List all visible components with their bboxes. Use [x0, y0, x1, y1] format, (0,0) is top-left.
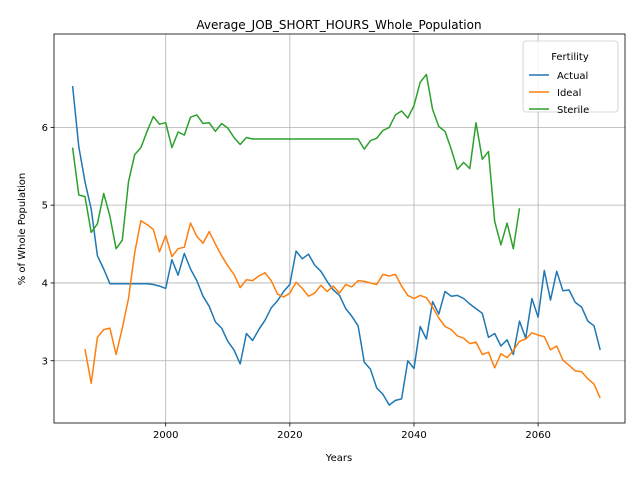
legend-label-actual: Actual	[557, 71, 588, 82]
x-tick-label: 2040	[401, 430, 426, 441]
series-line-sterile	[71, 73, 521, 250]
y-tick-label: 5	[42, 201, 48, 212]
series-layer	[71, 73, 601, 406]
x-tick-label: 2020	[277, 430, 302, 441]
y-tick-label: 6	[42, 123, 48, 134]
chart-title: Average_JOB_SHORT_HOURS_Whole_Population	[196, 18, 481, 32]
legend-title: Fertility	[551, 52, 589, 63]
y-tick-label: 4	[42, 278, 48, 289]
legend-label-ideal: Ideal	[557, 88, 581, 99]
ticks: 2000 2020 2040 2060 3 4 5 6	[42, 123, 551, 441]
y-tick-label: 3	[42, 356, 48, 367]
y-axis-label: % of Whole Population	[17, 173, 28, 286]
series-line-ideal	[84, 219, 601, 399]
x-axis-label: Years	[325, 453, 352, 464]
legend: Fertility Actual Ideal Sterile	[522, 40, 619, 116]
legend-box	[522, 40, 619, 113]
plot-frame	[53, 33, 626, 424]
legend-label-sterile: Sterile	[557, 105, 589, 116]
x-tick-label: 2000	[153, 430, 178, 441]
x-tick-label: 2060	[525, 430, 550, 441]
